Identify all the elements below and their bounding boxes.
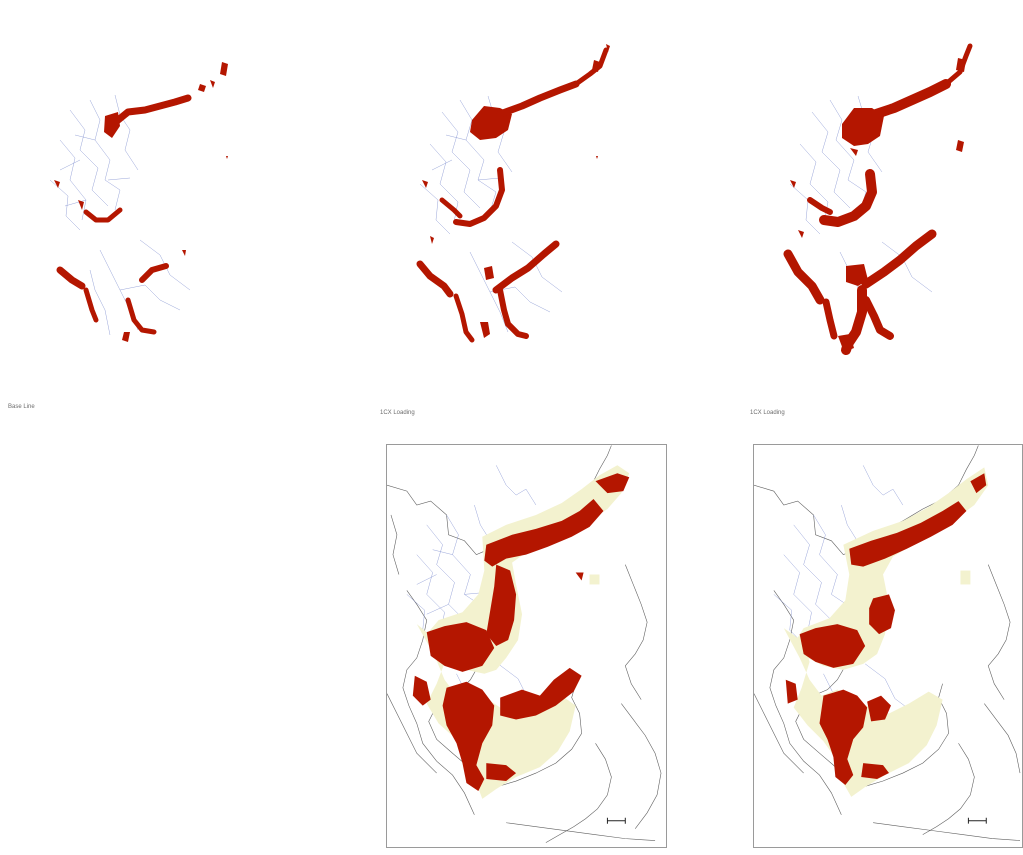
detail-map-loading-2 [753, 444, 1023, 848]
impact-areas [54, 62, 228, 342]
loading-1-map [416, 44, 610, 343]
loading-2-map [783, 43, 973, 355]
caption-loading-2: 1CX Loading [750, 410, 785, 416]
map-panel-baseline [20, 40, 250, 360]
caption-loading-1: 1CX Loading [380, 410, 415, 416]
impact-areas [785, 473, 987, 785]
map-panel-loading-2 [770, 40, 1000, 360]
detail-map-loading-1 [386, 444, 667, 848]
scale-bar [606, 817, 626, 824]
baseline-map [49, 62, 228, 342]
impact-areas [412, 473, 630, 791]
detail-map-2 [754, 445, 1021, 841]
map-panel-loading-1 [400, 40, 630, 360]
coastline [387, 445, 662, 843]
scale-bar [967, 817, 987, 824]
impact-areas [783, 43, 973, 355]
caption-baseline: Base Line [8, 404, 35, 410]
detail-map-1 [387, 445, 662, 843]
river-network [49, 94, 191, 336]
impact-areas [416, 44, 610, 343]
